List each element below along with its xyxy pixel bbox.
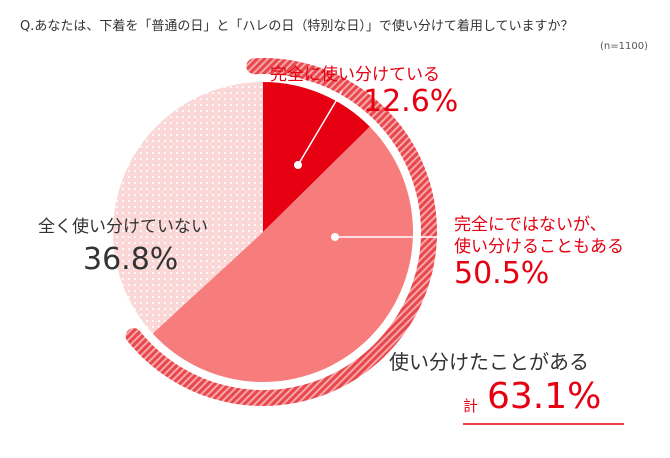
slice-sometimes-separate: [152, 126, 413, 382]
slice-label-never: 全く使い分けていない: [38, 217, 208, 237]
slice-label-sometimes-line2: 使い分けることもある: [454, 237, 624, 257]
slice-label-sometimes-line1: 完全にではないが、: [454, 215, 607, 235]
leader-line-fully: [297, 90, 343, 166]
sample-size: (n=1100): [600, 41, 648, 52]
group-total-label: 使い分けたことがある: [389, 350, 589, 374]
group-total-value: 63.1%: [487, 376, 602, 417]
leader-dot-sometimes: [331, 233, 339, 241]
slice-value-never: 36.8%: [83, 242, 179, 277]
question-title: Q.あなたは、下着を「普通の日」と「ハレの日（特別な日）」で使い分けて着用してい…: [20, 19, 574, 34]
slice-never-separate: [112, 81, 263, 334]
slice-fully-separate: [263, 82, 370, 232]
group-total-prefix: 計: [463, 397, 479, 415]
slice-value-fully: 12.6%: [363, 84, 459, 119]
slice-label-fully: 完全に使い分けている: [270, 65, 440, 85]
slice-value-sometimes: 50.5%: [454, 256, 550, 291]
leader-dot-fully: [294, 161, 302, 169]
